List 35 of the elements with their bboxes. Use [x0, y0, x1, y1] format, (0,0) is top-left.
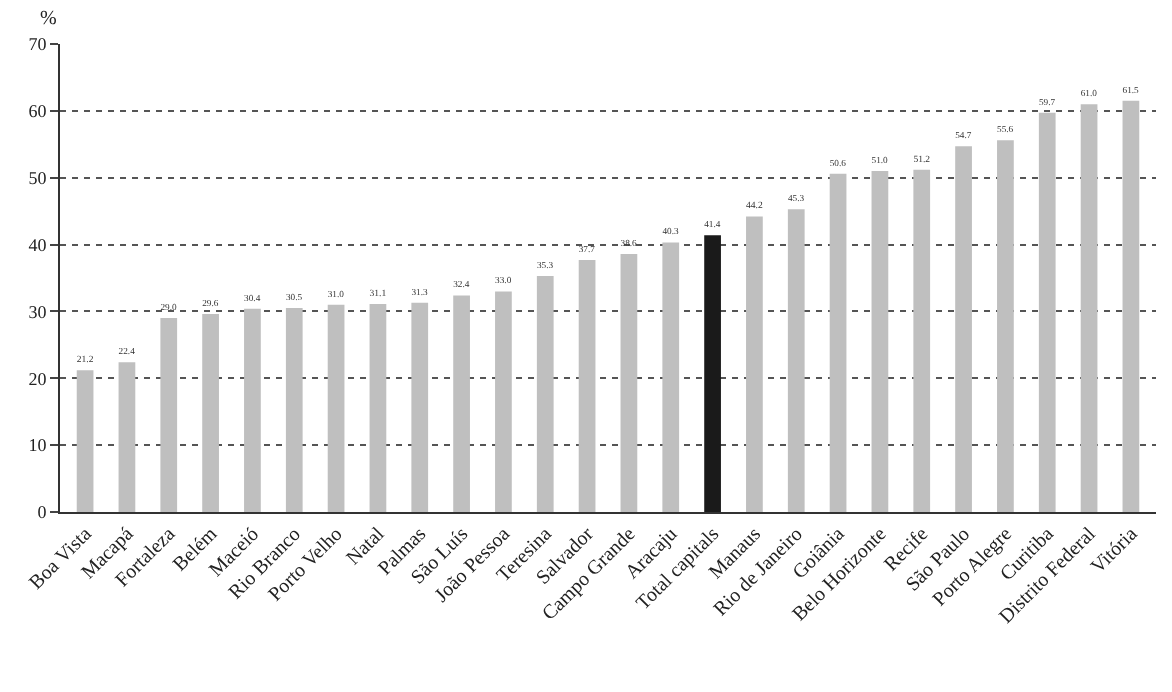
bar	[871, 171, 889, 512]
y-tick-label: 30	[28, 301, 48, 322]
bar	[202, 314, 219, 512]
bar	[118, 362, 136, 512]
bar	[913, 169, 931, 512]
bar	[369, 304, 387, 512]
y-tick-label: 60	[28, 101, 48, 122]
bar	[997, 140, 1014, 512]
y-tick-label: 40	[28, 234, 48, 255]
bar	[787, 209, 805, 512]
bar	[955, 146, 972, 512]
bar	[704, 235, 721, 512]
bar	[662, 242, 680, 512]
y-tick-label: 70	[28, 34, 48, 55]
bar	[244, 308, 261, 512]
bar	[160, 318, 178, 512]
bar	[327, 304, 345, 512]
bar	[578, 259, 596, 512]
bar	[285, 308, 303, 512]
y-tick-label: 20	[28, 368, 48, 389]
bar	[495, 291, 512, 512]
y-tick-label: 50	[28, 168, 48, 189]
bar	[536, 276, 554, 512]
bar	[1080, 104, 1098, 512]
bar	[453, 295, 470, 512]
bar	[829, 173, 847, 512]
y-tick-label: 10	[28, 435, 48, 456]
y-axis-title: %	[40, 8, 57, 30]
bar	[76, 370, 94, 512]
bar	[411, 302, 429, 512]
bar	[746, 216, 763, 512]
bar	[1122, 100, 1140, 512]
y-tick-label: 0	[37, 502, 48, 523]
bar	[620, 253, 638, 512]
bar	[1038, 112, 1056, 512]
